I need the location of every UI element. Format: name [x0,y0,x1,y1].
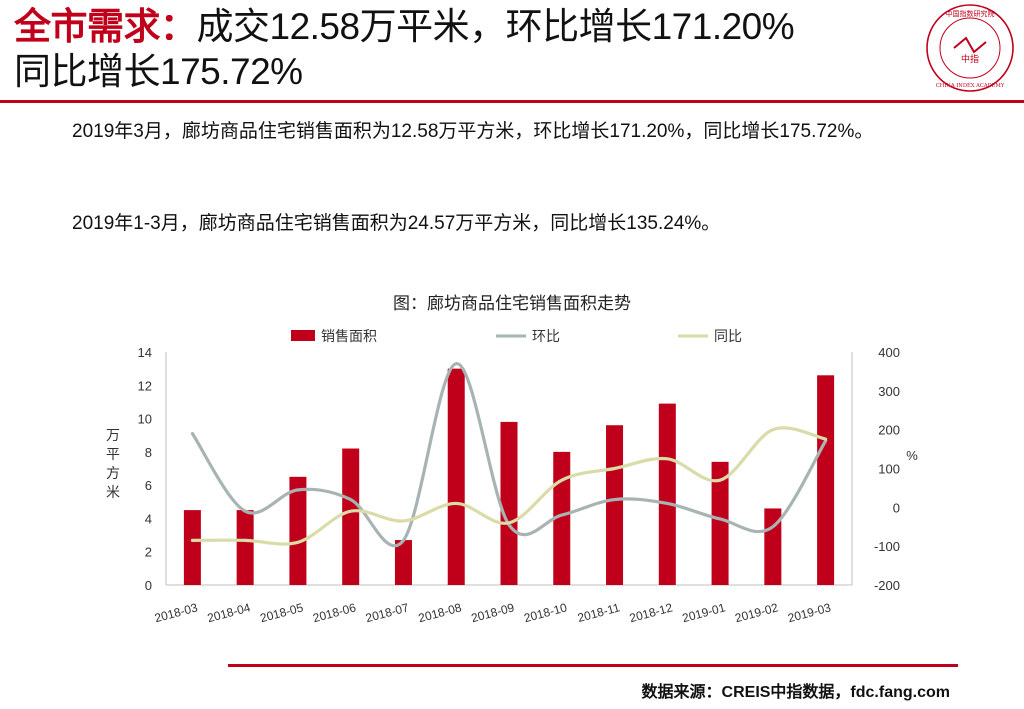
y2-tick-label: 200 [878,423,900,438]
legend-label: 销售面积 [321,329,377,345]
bar [394,540,412,585]
header-divider [0,100,1024,103]
x-tick-label: 2018-04 [206,600,252,625]
x-tick-label: 2018-10 [522,600,568,625]
x-tick-label: 2018-05 [259,600,305,625]
x-tick-label: 2019-01 [681,600,727,625]
bar [500,421,518,585]
bar [447,368,465,585]
x-tick-label: 2018-08 [417,600,463,625]
bar [817,375,835,585]
legend-label: 同比 [714,329,742,345]
header-line-1: 全市需求：成交12.58万平米，环比增长171.20% [14,4,914,49]
y-tick-label: 4 [145,511,152,526]
x-tick-label: 2018-03 [153,600,199,625]
y-tick-label: 10 [138,412,152,427]
header-colon: ： [160,6,197,47]
source-note: 数据来源：CREIS中指数据，fdc.fang.com [641,684,950,701]
header-keyword: 全市需求 [14,6,161,47]
logo-seal-text: 中国指数研究院 [946,9,995,18]
y-tick-label: 12 [138,378,152,393]
bar [289,476,307,585]
source-divider [228,664,958,667]
paragraph-quarterly: 2019年1-3月，廊坊商品住宅销售面积为24.57万平方米，同比增长135.2… [72,213,721,234]
y-tick-label: 6 [145,478,152,493]
header-line-2: 同比增长175.72% [14,51,303,92]
chart-title: 图：廊坊商品住宅销售面积走势 [393,294,631,313]
logo-center-text: 中指 [961,53,979,65]
y-tick-label: 8 [145,445,152,460]
bar [553,451,571,585]
x-tick-label: 2019-03 [786,600,832,625]
header-line1-text: 成交12.58万平米，环比增长171.20% [196,6,795,47]
legend-label: 环比 [532,329,560,345]
china-index-academy-seal-icon: 中指 中国指数研究院 CHINA INDEX ACADEMY [926,4,1014,92]
y2-tick-label: 0 [893,500,900,515]
x-tick-label: 2019-02 [733,600,779,625]
y-tick-label: 0 [145,578,152,593]
x-tick-label: 2018-11 [576,600,622,625]
bar [236,510,254,585]
bar [183,510,201,585]
y2-tick-label: -100 [874,539,900,554]
x-tick-label: 2018-12 [628,600,674,625]
paragraph-monthly: 2019年3月，廊坊商品住宅销售面积为12.58万平方米，环比增长171.20%… [72,121,874,142]
logo-en-text: CHINA INDEX ACADEMY [936,83,1005,89]
y2-tick-label: 100 [878,462,900,477]
y2-tick-label: 300 [878,384,900,399]
y2-tick-label: -200 [874,578,900,593]
y-tick-label: 14 [138,345,152,360]
y2-tick-label: 400 [878,345,900,360]
y2-axis-label: % [906,448,918,463]
yoy-line [190,426,828,546]
x-tick-label: 2018-09 [470,600,516,625]
bar [342,448,360,585]
y-tick-label: 2 [145,545,152,560]
mom-line [190,362,828,548]
y-axis-label: 万 [106,428,120,444]
y-axis-label: 平 [106,447,120,463]
bar [658,403,676,585]
x-tick-label: 2018-07 [364,600,410,625]
bar [711,461,729,585]
page-header: 全市需求：成交12.58万平米，环比增长171.20% 同比增长175.72% [14,4,914,94]
legend-swatch-bar [291,330,315,341]
x-tick-label: 2018-06 [311,600,357,625]
bar [606,425,624,585]
y-axis-label: 方 [106,466,120,482]
y-axis-label: 米 [106,485,120,501]
